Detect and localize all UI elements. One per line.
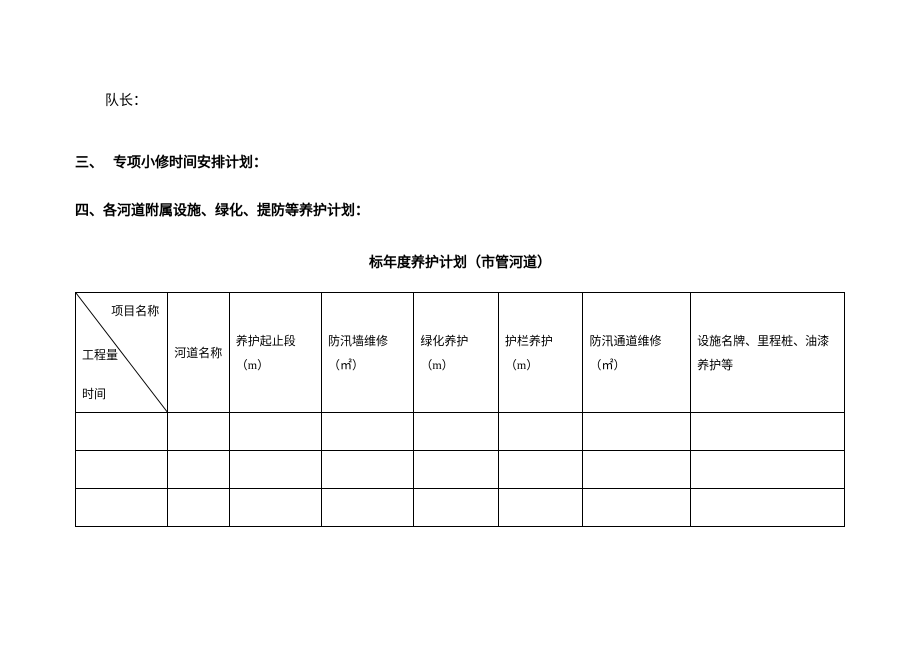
captain-line: 队长： [105, 90, 845, 110]
table-cell [168, 413, 230, 451]
section-four: 四、各河道附属设施、绿化、提防等养护计划： [75, 200, 845, 220]
diag-mid-label: 工程量 [82, 343, 118, 367]
table-cell [691, 489, 845, 527]
table-cell [414, 451, 499, 489]
col-header: 护栏养护（m） [498, 293, 583, 413]
table-cell [76, 413, 168, 451]
col-header: 设施名牌、里程桩、油漆养护等 [691, 293, 845, 413]
table-cell [322, 413, 414, 451]
table-cell [691, 451, 845, 489]
diag-top-label: 项目名称 [111, 299, 159, 323]
col-header: 河道名称 [168, 293, 230, 413]
table-cell [583, 451, 691, 489]
table-cell [498, 489, 583, 527]
section-three: 三、专项小修时间安排计划： [75, 152, 845, 172]
diagonal-header: 项目名称 工程量 时间 [76, 293, 168, 413]
maintenance-table: 项目名称 工程量 时间 河道名称 养护起止段（m） 防汛墙维修（㎡） 绿化养护（… [75, 292, 845, 527]
table-row [76, 413, 845, 451]
table-cell [76, 489, 168, 527]
table-cell [498, 451, 583, 489]
table-title: 标年度养护计划（市管河道） [75, 252, 845, 272]
col-header: 防汛墙维修（㎡） [322, 293, 414, 413]
table-cell [414, 489, 499, 527]
table-row [76, 451, 845, 489]
table-cell [229, 451, 321, 489]
table-header-row: 项目名称 工程量 时间 河道名称 养护起止段（m） 防汛墙维修（㎡） 绿化养护（… [76, 293, 845, 413]
table-row [76, 489, 845, 527]
table-cell [322, 489, 414, 527]
table-cell [498, 413, 583, 451]
section-three-num: 三、 [75, 152, 113, 172]
col-header: 养护起止段（m） [229, 293, 321, 413]
table-body [76, 413, 845, 527]
table-cell [583, 489, 691, 527]
table-cell [229, 489, 321, 527]
table-cell [414, 413, 499, 451]
table-cell [583, 413, 691, 451]
col-header: 防汛通道维修（㎡） [583, 293, 691, 413]
table-cell [691, 413, 845, 451]
table-cell [168, 451, 230, 489]
table-cell [229, 413, 321, 451]
table-cell [168, 489, 230, 527]
table-cell [322, 451, 414, 489]
section-three-title: 专项小修时间安排计划： [113, 156, 267, 171]
table-cell [76, 451, 168, 489]
col-header: 绿化养护（m） [414, 293, 499, 413]
diag-bot-label: 时间 [82, 382, 106, 406]
